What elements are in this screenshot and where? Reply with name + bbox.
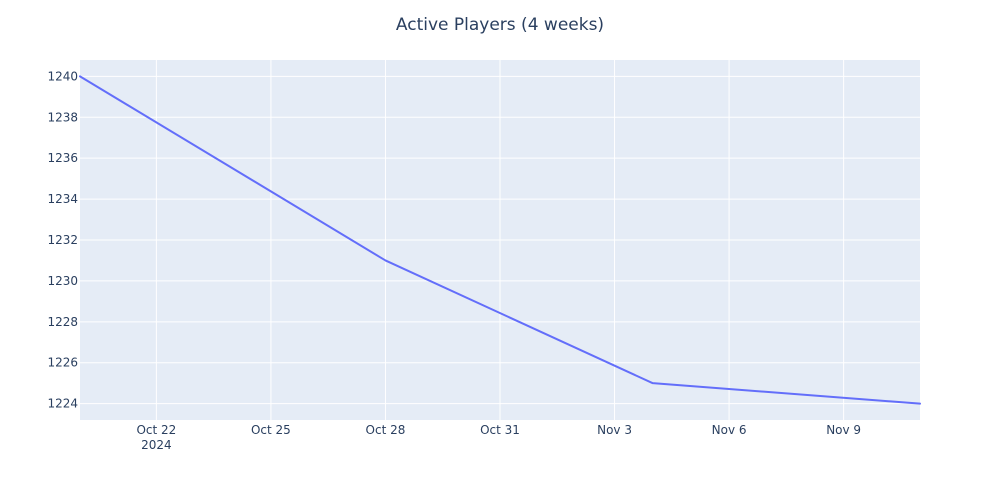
x-tick-label: Oct 31 <box>480 423 520 437</box>
x-tick-label: Oct 28 <box>366 423 406 437</box>
y-tick-label: 1234 <box>47 192 78 206</box>
x-tick-year-label: 2024 <box>141 438 172 452</box>
series-line <box>79 75 921 405</box>
x-tick-label: Oct 25 <box>251 423 291 437</box>
x-tick-label: Nov 9 <box>826 423 861 437</box>
y-tick-label: 1230 <box>47 274 78 288</box>
x-tick-label: Nov 3 <box>597 423 632 437</box>
y-tick-label: 1238 <box>47 110 78 124</box>
y-tick-label: 1240 <box>47 69 78 83</box>
y-axis: 1224 1226 1228 1230 1232 1234 1236 1238 1240 <box>47 69 78 410</box>
y-tick-label: 1228 <box>47 315 78 329</box>
chart-title: Active Players (4 weeks) <box>396 15 604 35</box>
y-tick-label: 1236 <box>47 151 78 165</box>
series-layer <box>79 75 921 405</box>
y-tick-label: 1224 <box>47 397 78 411</box>
y-tick-label: 1226 <box>47 356 78 370</box>
x-tick-label: Oct 22 <box>136 423 176 437</box>
grid-lines <box>80 60 920 420</box>
y-tick-label: 1232 <box>47 233 78 247</box>
x-tick-label: Nov 6 <box>712 423 747 437</box>
